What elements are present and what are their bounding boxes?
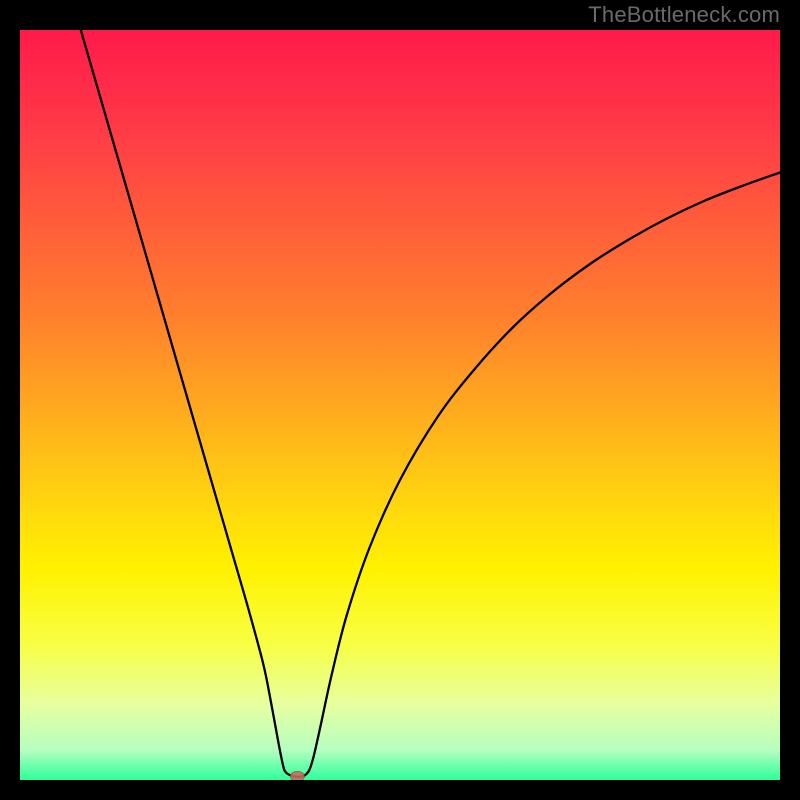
plot-area: [20, 30, 780, 780]
chart-container: TheBottleneck.com: [0, 0, 800, 800]
optimum-marker: [290, 771, 304, 780]
bottleneck-curve-chart: [20, 30, 780, 780]
watermark-text: TheBottleneck.com: [588, 2, 780, 28]
gradient-background: [20, 30, 780, 780]
